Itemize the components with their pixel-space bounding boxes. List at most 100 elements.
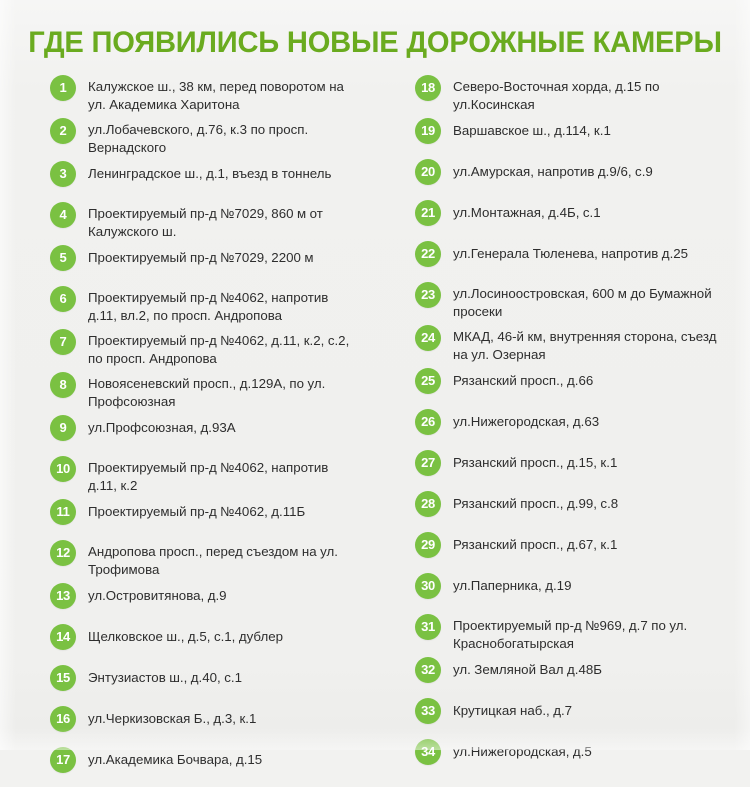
list-item-number-badge: 23 — [415, 282, 441, 308]
list-item-address: Калужское ш., 38 км, перед поворотом на … — [88, 79, 344, 112]
list-item[interactable]: 29 Рязанский просп., д.67, к.1 — [415, 531, 736, 561]
list-item[interactable]: 3 Ленинградское ш., д.1, въезд в тоннель — [50, 160, 367, 190]
list-item-number-badge: 1 — [50, 75, 76, 101]
list-item-address: ул.Островитянова, д.9 — [88, 588, 227, 603]
list-item[interactable]: 6 Проектируемый пр-д №4062, напротив д.11… — [50, 285, 367, 324]
list-item-address: Новоясеневский просп., д.129А, по ул. Пр… — [88, 376, 326, 409]
list-item-address: ул.Паперника, д.19 — [453, 578, 572, 593]
list-item-number-badge: 9 — [50, 415, 76, 441]
list-item-number-badge: 12 — [50, 540, 76, 566]
list-item[interactable]: 25 Рязанский просп., д.66 — [415, 367, 736, 397]
list-item[interactable]: 8 Новоясеневский просп., д.129А, по ул. П… — [50, 371, 367, 410]
list-item-address: ул.Лобачевского, д.76, к.3 по просп. Вер… — [88, 122, 309, 155]
list-item[interactable]: 34 ул.Нижегородская, д.5 — [415, 738, 736, 768]
list-item-number-badge: 5 — [50, 245, 76, 271]
list-item[interactable]: 32 ул. Земляной Вал д.48Б — [415, 656, 736, 686]
list-item[interactable]: 13 ул.Островитянова, д.9 — [50, 582, 367, 612]
list-item-number-badge: 15 — [50, 665, 76, 691]
list-item[interactable]: 14 Щелковское ш., д.5, с.1, дублер — [50, 623, 367, 653]
list-item[interactable]: 15 Энтузиастов ш., д.40, с.1 — [50, 664, 367, 694]
list-item[interactable]: 5 Проектируемый пр-д №7029, 2200 м — [50, 244, 367, 274]
list-item-address: ул.Черкизовская Б., д.3, к.1 — [88, 711, 257, 726]
list-item[interactable]: 17 ул.Академика Бочвара, д.15 — [50, 746, 367, 776]
list-item-number-badge: 33 — [415, 698, 441, 724]
list-item[interactable]: 24 МКАД, 46-й км, внутренняя сторона, съе… — [415, 324, 736, 363]
list-item-number-badge: 14 — [50, 624, 76, 650]
list-item-address: Рязанский просп., д.66 — [453, 373, 594, 388]
list-item[interactable]: 31 Проектируемый пр-д №969, д.7 по ул. Кр… — [415, 613, 736, 652]
list-item-address: ул.Академика Бочвара, д.15 — [88, 752, 263, 767]
list-item-number-badge: 13 — [50, 583, 76, 609]
list-item-number-badge: 21 — [415, 200, 441, 226]
list-item-number-badge: 24 — [415, 325, 441, 351]
list-item-address: Варшавское ш., д.114, к.1 — [453, 123, 611, 138]
list-item[interactable]: 10 Проектируемый пр-д №4062, напротив д.1… — [50, 455, 367, 494]
camera-list-column-right: 18 Северо-Восточная хорда, д.15 по ул.Кос… — [375, 74, 750, 779]
list-item[interactable]: 33 Крутицкая наб., д.7 — [415, 697, 736, 727]
list-item-number-badge: 17 — [50, 747, 76, 773]
list-item[interactable]: 28 Рязанский просп., д.99, с.8 — [415, 490, 736, 520]
list-item-address: Щелковское ш., д.5, с.1, дублер — [88, 629, 283, 644]
list-item-address: Проектируемый пр-д №7029, 860 м от Калуж… — [88, 206, 323, 239]
list-item-number-badge: 30 — [415, 573, 441, 599]
list-item-address: МКАД, 46-й км, внутренняя сторона, съезд… — [453, 329, 717, 362]
list-item-address: Крутицкая наб., д.7 — [453, 703, 573, 718]
list-item-address: Проектируемый пр-д №7029, 2200 м — [88, 250, 314, 265]
list-item-number-badge: 10 — [50, 456, 76, 482]
list-item-number-badge: 26 — [415, 409, 441, 435]
list-item-number-badge: 8 — [50, 372, 76, 398]
list-item[interactable]: 18 Северо-Восточная хорда, д.15 по ул.Кос… — [415, 74, 736, 113]
list-item[interactable]: 19 Варшавское ш., д.114, к.1 — [415, 117, 736, 147]
list-item-address: ул.Профсоюзная, д.93А — [88, 420, 236, 435]
list-item[interactable]: 16 ул.Черкизовская Б., д.3, к.1 — [50, 705, 367, 735]
list-item[interactable]: 1 Калужское ш., 38 км, перед поворотом на… — [50, 74, 367, 113]
list-item[interactable]: 7 Проектируемый пр-д №4062, д.11, к.2, с.… — [50, 328, 367, 367]
list-item-number-badge: 7 — [50, 329, 76, 355]
list-item-address: ул.Амурская, напротив д.9/6, с.9 — [453, 164, 653, 179]
list-item-number-badge: 16 — [50, 706, 76, 732]
list-item-number-badge: 2 — [50, 118, 76, 144]
list-item[interactable]: 2 ул.Лобачевского, д.76, к.3 по просп. Ве… — [50, 117, 367, 156]
list-item-address: Энтузиастов ш., д.40, с.1 — [88, 670, 242, 685]
list-item-number-badge: 20 — [415, 159, 441, 185]
list-item-address: Северо-Восточная хорда, д.15 по ул.Косин… — [453, 79, 660, 112]
list-item-number-badge: 29 — [415, 532, 441, 558]
list-item[interactable]: 4 Проектируемый пр-д №7029, 860 м от Калу… — [50, 201, 367, 240]
list-item-number-badge: 22 — [415, 241, 441, 267]
list-item-number-badge: 31 — [415, 614, 441, 640]
list-item[interactable]: 20 ул.Амурская, напротив д.9/6, с.9 — [415, 158, 736, 188]
list-item-address: ул. Земляной Вал д.48Б — [453, 662, 602, 677]
list-item-address: Рязанский просп., д.67, к.1 — [453, 537, 618, 552]
list-item-address: Проектируемый пр-д №4062, напротив д.11,… — [88, 460, 329, 493]
list-item-number-badge: 6 — [50, 286, 76, 312]
list-item[interactable]: 27 Рязанский просп., д.15, к.1 — [415, 449, 736, 479]
list-item-number-badge: 34 — [415, 739, 441, 765]
list-item[interactable]: 21 ул.Монтажная, д.4Б, с.1 — [415, 199, 736, 229]
list-item-number-badge: 32 — [415, 657, 441, 683]
list-item[interactable]: 26 ул.Нижегородская, д.63 — [415, 408, 736, 438]
list-item-address: ул.Монтажная, д.4Б, с.1 — [453, 205, 601, 220]
list-item-address: Андропова просп., перед съездом на ул. Т… — [88, 544, 338, 577]
list-item[interactable]: 11 Проектируемый пр-д №4062, д.11Б — [50, 498, 367, 528]
list-item[interactable]: 23 ул.Лосиноостровская, 600 м до Бумажной… — [415, 281, 736, 320]
list-item-address: Проектируемый пр-д №969, д.7 по ул. Крас… — [453, 618, 688, 651]
list-item-number-badge: 18 — [415, 75, 441, 101]
list-item-address: Рязанский просп., д.99, с.8 — [453, 496, 619, 511]
list-item[interactable]: 12 Андропова просп., перед съездом на ул.… — [50, 539, 367, 578]
list-item-address: Проектируемый пр-д №4062, д.11, к.2, с.2… — [88, 333, 350, 366]
list-item-number-badge: 27 — [415, 450, 441, 476]
page-title: ГДЕ ПОЯВИЛИСЬ НОВЫЕ ДОРОЖНЫЕ КАМЕРЫ — [28, 26, 722, 59]
list-item-address: ул.Нижегородская, д.5 — [453, 744, 592, 759]
list-item-address: Рязанский просп., д.15, к.1 — [453, 455, 618, 470]
camera-list-column-left: 1 Калужское ш., 38 км, перед поворотом на… — [0, 74, 375, 787]
list-item[interactable]: 30 ул.Паперника, д.19 — [415, 572, 736, 602]
list-item[interactable]: 9 ул.Профсоюзная, д.93А — [50, 414, 367, 444]
list-item-number-badge: 28 — [415, 491, 441, 517]
list-item-number-badge: 25 — [415, 368, 441, 394]
list-item[interactable]: 22 ул.Генерала Тюленева, напротив д.25 — [415, 240, 736, 270]
list-item-number-badge: 19 — [415, 118, 441, 144]
list-item-address: Проектируемый пр-д №4062, напротив д.11,… — [88, 290, 329, 323]
list-item-address: ул.Генерала Тюленева, напротив д.25 — [453, 246, 689, 261]
list-item-address: Проектируемый пр-д №4062, д.11Б — [88, 504, 306, 519]
